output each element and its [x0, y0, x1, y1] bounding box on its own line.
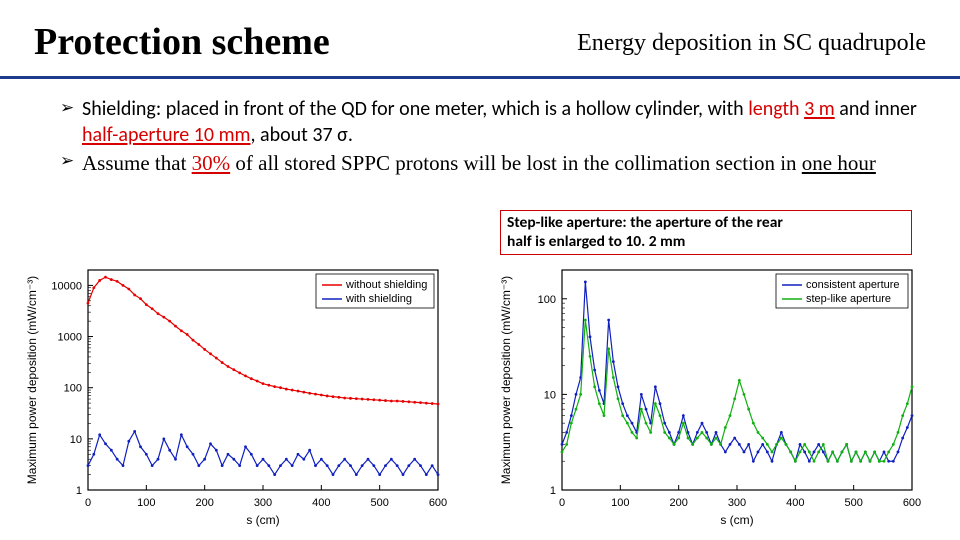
- svg-text:10000: 10000: [51, 280, 82, 292]
- bullet-1-text-a: Shielding: placed in front of the QD for…: [82, 97, 748, 121]
- page-title: Protection scheme: [34, 20, 330, 64]
- svg-text:100: 100: [64, 383, 82, 395]
- svg-text:300: 300: [254, 497, 272, 509]
- bullet-2-time: one hour: [802, 151, 876, 175]
- svg-text:0: 0: [559, 497, 565, 509]
- svg-text:step-like aperture: step-like aperture: [806, 293, 891, 305]
- svg-text:400: 400: [786, 497, 804, 509]
- svg-text:600: 600: [429, 497, 447, 509]
- bullet-1-text-mid: and inner: [835, 97, 917, 121]
- bullet-2-text-a: Assume that: [82, 151, 192, 175]
- svg-text:500: 500: [844, 497, 862, 509]
- svg-text:1000: 1000: [58, 332, 82, 344]
- svg-text:1: 1: [76, 485, 82, 497]
- svg-text:consistent aperture: consistent aperture: [806, 279, 900, 291]
- note-line-1: Step-like aperture: the aperture of the …: [507, 213, 783, 232]
- svg-text:s (cm): s (cm): [246, 513, 279, 527]
- svg-text:500: 500: [370, 497, 388, 509]
- chart-left: 0 100 200 300 400 500 600 1 10 100 1000 10000 s (cm)…: [18, 256, 486, 538]
- bullet-1: Shielding: placed in front of the QD for…: [60, 97, 920, 148]
- slide-header: Protection scheme Energy deposition in S…: [0, 0, 960, 79]
- svg-text:Maximum power deposition (mW/c: Maximum power deposition (mW/cm⁻³): [499, 276, 513, 484]
- svg-text:100: 100: [611, 497, 629, 509]
- step-like-aperture-note: Step-like aperture: the aperture of the …: [500, 210, 912, 255]
- svg-text:100: 100: [538, 294, 556, 306]
- svg-text:10: 10: [544, 389, 556, 401]
- bullet-1-half-aperture: half-aperture 10 mm: [82, 123, 251, 147]
- page-subtitle: Energy deposition in SC quadrupole: [577, 30, 926, 57]
- bullet-1-text-end: , about 37 σ.: [251, 123, 353, 147]
- svg-text:0: 0: [85, 497, 91, 509]
- svg-text:100: 100: [137, 497, 155, 509]
- charts-row: 0100200300400500600110100100010000s (cm)…: [0, 256, 960, 538]
- svg-text:200: 200: [195, 497, 213, 509]
- svg-text:400: 400: [312, 497, 330, 509]
- chart-right: 0 100 200 300 400 500 600 1 10 100 s (cm) Maximum p…: [492, 256, 960, 538]
- note-line-2: half is enlarged to 10. 2 mm: [507, 232, 685, 251]
- svg-text:s (cm): s (cm): [720, 513, 753, 527]
- svg-text:Maximum power deposition (mW/c: Maximum power deposition (mW/cm⁻³): [25, 276, 39, 484]
- bullet-1-length-value: 3 m: [804, 97, 835, 121]
- svg-text:200: 200: [669, 497, 687, 509]
- svg-text:600: 600: [903, 497, 921, 509]
- svg-text:1: 1: [550, 485, 556, 497]
- svg-text:10: 10: [70, 434, 82, 446]
- bullet-list: Shielding: placed in front of the QD for…: [60, 97, 920, 177]
- bullet-2: Assume that 30% of all stored SPPC proto…: [60, 150, 920, 177]
- svg-text:with shielding: with shielding: [345, 293, 412, 305]
- bullet-1-length-label: length: [748, 97, 804, 121]
- svg-text:without shielding: without shielding: [345, 279, 427, 291]
- svg-text:300: 300: [728, 497, 746, 509]
- bullet-2-percent: 30%: [192, 151, 231, 175]
- bullet-2-text-b: of all stored SPPC protons will be lost …: [230, 151, 802, 175]
